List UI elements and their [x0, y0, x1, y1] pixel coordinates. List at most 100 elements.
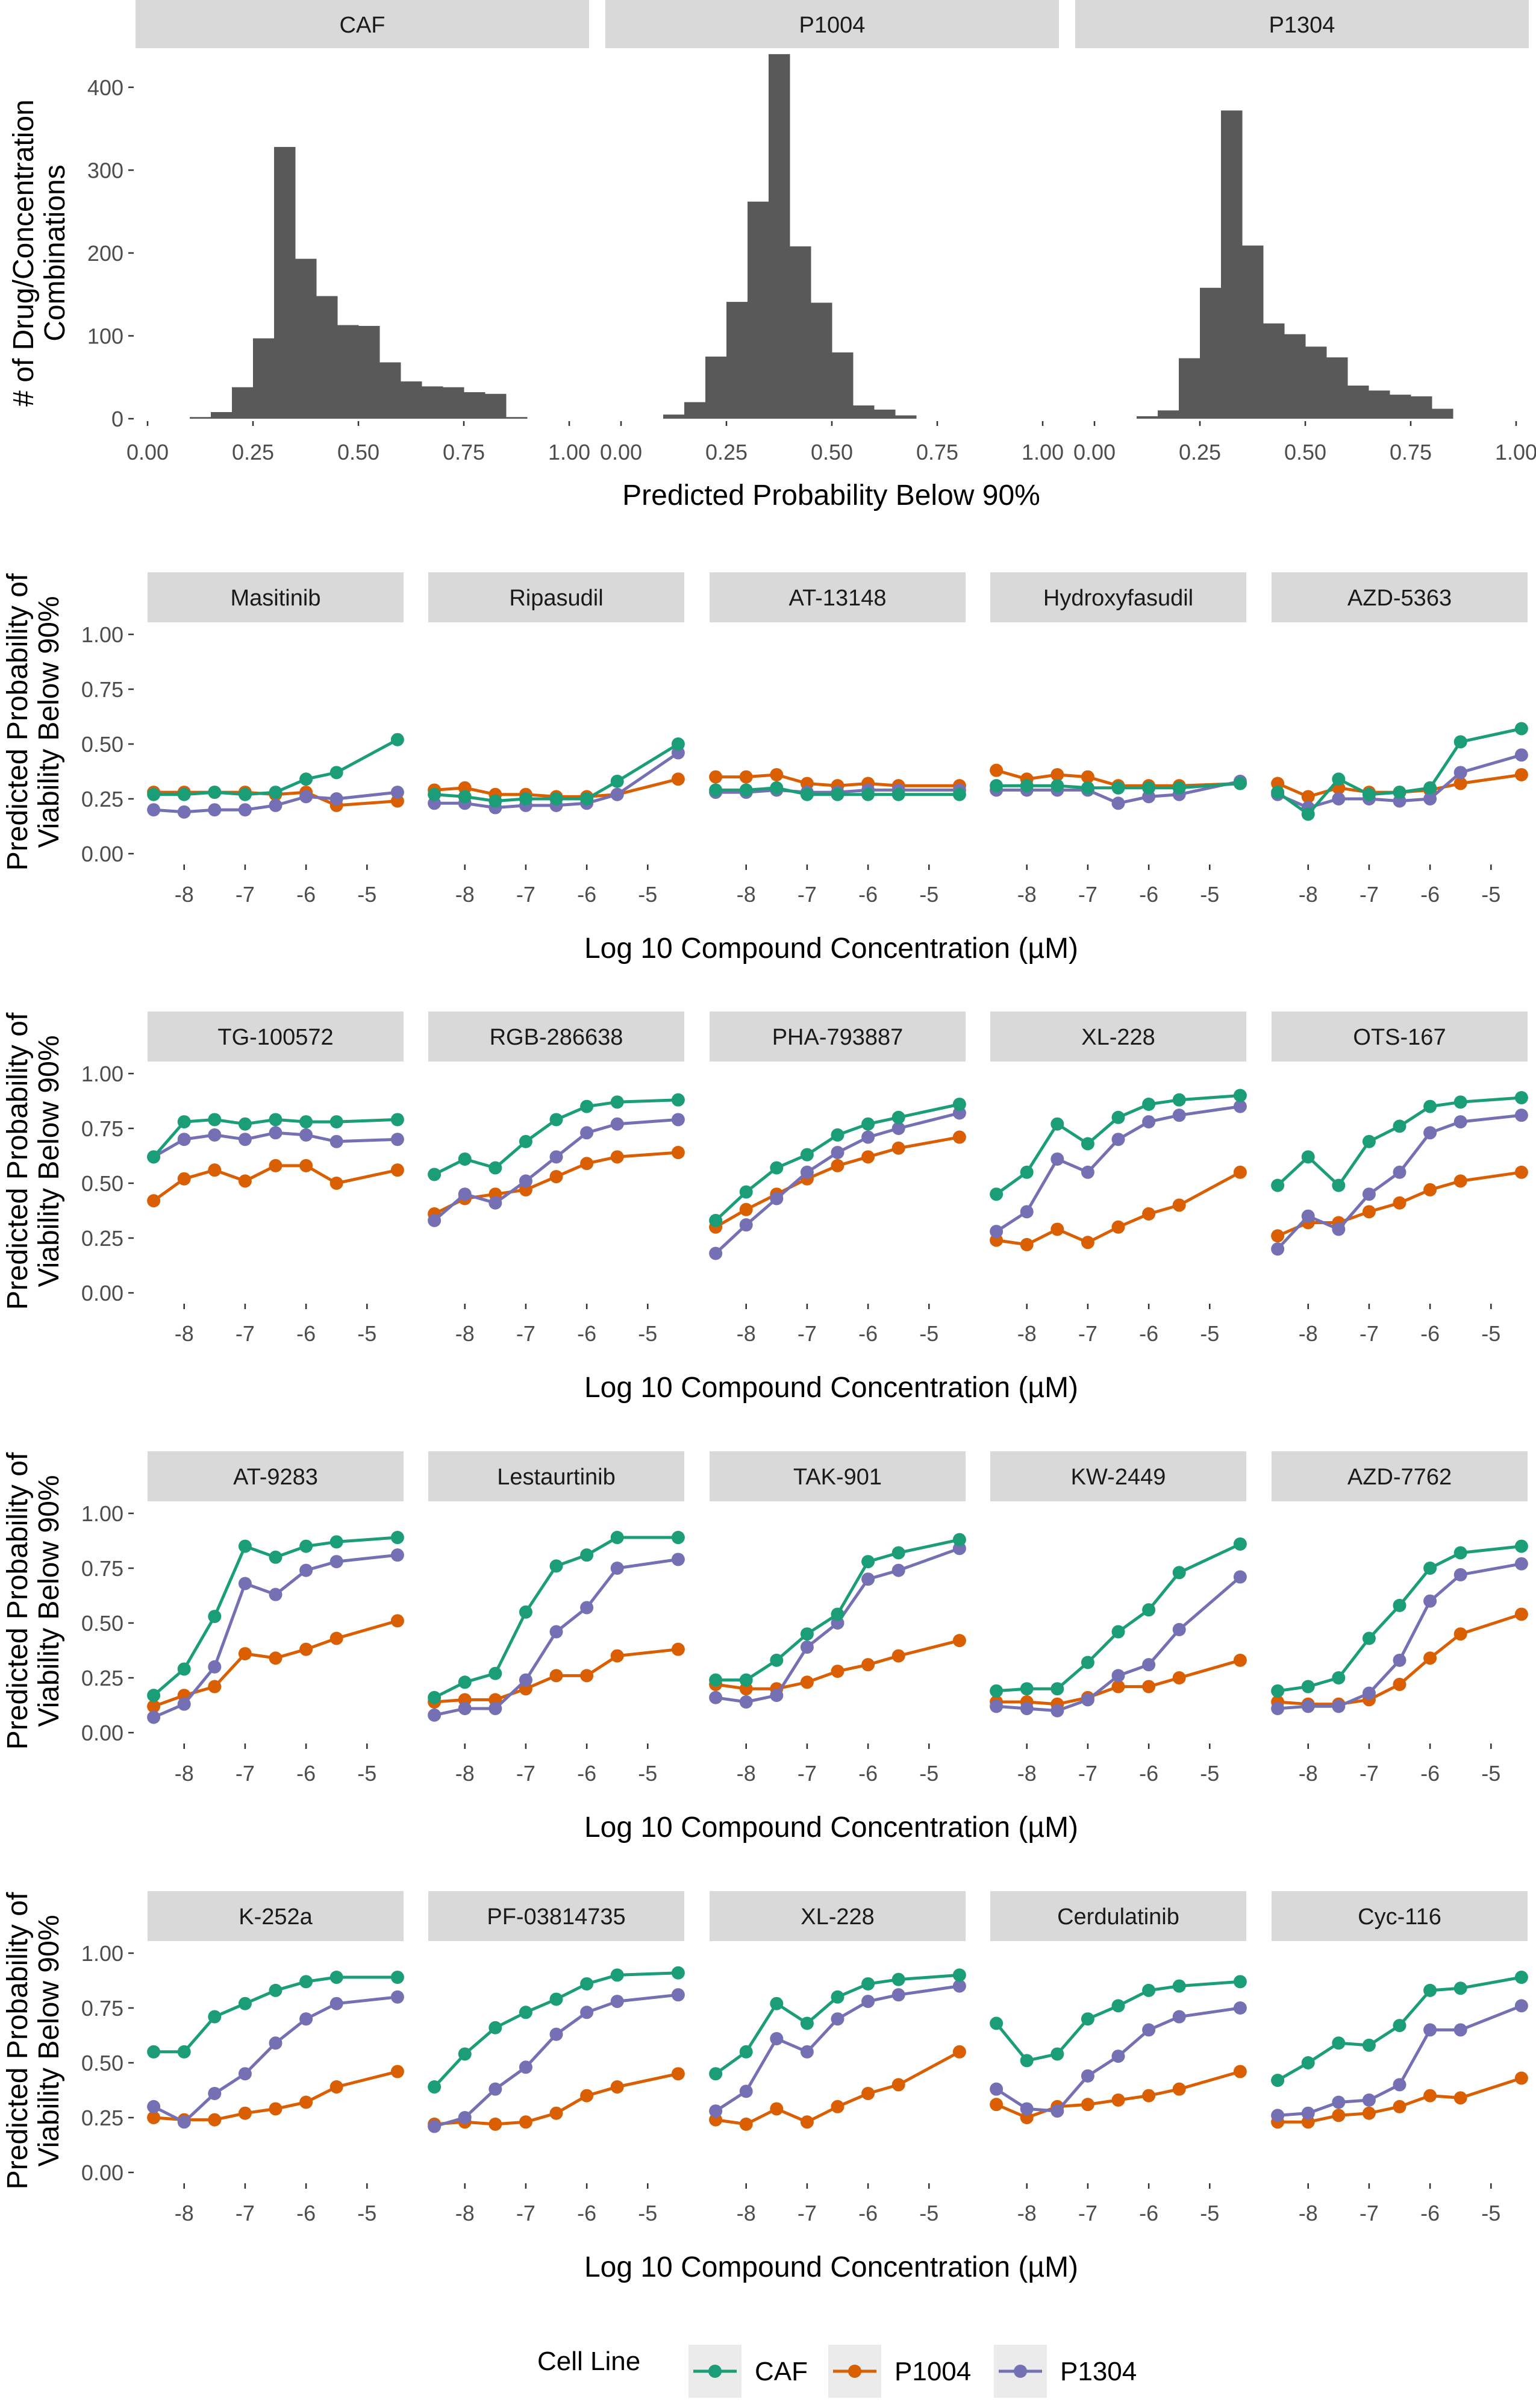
- data-point-p1304: [238, 2067, 252, 2081]
- data-point-p1304: [147, 803, 161, 817]
- x-tick-label: -5: [638, 882, 657, 907]
- data-point-caf: [489, 1666, 502, 1680]
- data-point-p1004: [861, 1150, 875, 1164]
- data-point-caf: [1514, 1091, 1528, 1105]
- data-point-p1304: [1362, 2093, 1376, 2107]
- x-tick-label: -6: [577, 1761, 596, 1786]
- x-tick-label: -7: [1078, 1761, 1097, 1786]
- facet-strip: [428, 1451, 684, 1501]
- histogram-bar: [1432, 408, 1453, 419]
- facet-strip: [428, 572, 684, 622]
- data-point-p1304: [1423, 1594, 1437, 1608]
- data-point-caf: [1051, 1117, 1064, 1131]
- x-tick-label: -5: [1481, 1321, 1500, 1346]
- data-point-p1304: [208, 803, 222, 817]
- line-panel: K-252a -8 -7 -6 -5: [147, 1891, 404, 2225]
- histogram-bar: [464, 392, 485, 419]
- histogram-row: CAF 0.00 0.25 0.50 0.75 1.00 P1004 0.00 0.25 0.50…: [8, 0, 1536, 511]
- data-point-p1304: [208, 1128, 222, 1142]
- data-point-p1304: [861, 1572, 875, 1586]
- data-point-caf: [1423, 781, 1437, 795]
- x-tick-label: -5: [1200, 1321, 1219, 1346]
- data-point-p1004: [549, 2106, 563, 2120]
- data-point-p1004: [671, 1146, 685, 1160]
- data-point-p1004: [1233, 1165, 1247, 1179]
- data-point-p1304: [329, 1555, 343, 1569]
- histogram-bar: [790, 246, 811, 419]
- data-point-p1304: [299, 1128, 313, 1142]
- data-point-p1004: [580, 2089, 594, 2103]
- data-point-caf: [1332, 1671, 1346, 1684]
- facet-strip-label: Ripasudil: [509, 586, 603, 611]
- series-line-caf: [996, 1542, 1241, 1693]
- series-line-p1004: [996, 1171, 1241, 1246]
- histogram-bar: [769, 54, 790, 419]
- data-point-p1004: [238, 1647, 252, 1660]
- data-point-p1004: [1301, 790, 1315, 804]
- data-point-caf: [739, 2045, 753, 2059]
- y-axis-title: Predicted Probability ofViability Below …: [2, 1892, 65, 2189]
- data-point-p1304: [1233, 1099, 1247, 1113]
- data-point-caf: [177, 787, 191, 801]
- histogram-bar: [190, 417, 211, 419]
- data-point-caf: [238, 1997, 252, 2010]
- x-tick-label: 0.25: [232, 440, 274, 464]
- facet-strip: [990, 572, 1246, 622]
- data-point-p1004: [831, 1159, 844, 1172]
- data-point-p1304: [580, 1126, 594, 1140]
- line-panel: KW-2449 -8 -7 -6 -5: [990, 1451, 1247, 1786]
- data-point-caf: [299, 1975, 313, 1989]
- legend-entry-p1304: P1304: [994, 2345, 1137, 2398]
- data-point-p1004: [269, 1159, 283, 1172]
- data-point-caf: [1453, 735, 1467, 749]
- histogram-bar: [811, 302, 832, 419]
- facet-strip-label: XL-228: [1081, 1025, 1155, 1050]
- facet-strip-label: OTS-167: [1353, 1025, 1446, 1050]
- data-point-caf: [770, 1653, 784, 1667]
- data-point-caf: [1271, 2074, 1285, 2087]
- data-point-p1304: [671, 1113, 685, 1127]
- facet-strip: [428, 1012, 684, 1062]
- data-point-p1004: [580, 1157, 594, 1171]
- series-line-caf: [995, 1980, 1241, 2062]
- data-point-p1304: [177, 805, 191, 819]
- histogram-bar: [1284, 334, 1306, 419]
- data-point-caf: [1111, 1110, 1125, 1124]
- data-point-p1304: [519, 2060, 532, 2074]
- x-axis-title: Predicted Probability Below 90%: [622, 480, 1040, 511]
- histogram-bar: [1221, 110, 1243, 419]
- data-point-p1304: [177, 2115, 191, 2129]
- facet-strip: [990, 1891, 1246, 1941]
- data-point-caf: [1081, 1656, 1094, 1669]
- data-point-caf: [610, 1968, 624, 1982]
- data-point-p1004: [1111, 2093, 1125, 2107]
- data-point-p1004: [208, 2113, 222, 2127]
- x-tick-label: -8: [175, 2201, 194, 2225]
- x-tick-label: -7: [1078, 882, 1097, 907]
- facet-strip-label: Masitinib: [231, 586, 321, 611]
- histogram-bar: [895, 415, 917, 419]
- data-point-p1004: [390, 2065, 404, 2078]
- facet-strip-label: PF-03814735: [487, 1904, 625, 1930]
- x-tick-label: -5: [919, 1761, 938, 1786]
- data-point-p1004: [671, 1642, 685, 1656]
- data-point-caf: [1332, 1178, 1346, 1192]
- data-point-caf: [1453, 1981, 1467, 1995]
- data-point-p1004: [891, 1649, 905, 1663]
- data-point-p1304: [671, 1553, 685, 1566]
- x-tick-label: -6: [858, 2201, 878, 2225]
- data-point-p1304: [1142, 2023, 1156, 2037]
- line-panel: TAK-901 -8 -7 -6 -5: [709, 1451, 966, 1786]
- data-point-p1304: [1271, 1701, 1285, 1715]
- data-point-caf: [269, 1983, 283, 1997]
- histogram-bar: [853, 405, 875, 419]
- x-tick-label: -5: [357, 1761, 376, 1786]
- data-point-p1304: [1111, 796, 1125, 810]
- data-point-caf: [390, 1971, 404, 1984]
- x-tick-label: -7: [516, 1321, 535, 1346]
- data-point-caf: [580, 792, 594, 805]
- data-point-caf: [489, 2021, 502, 2034]
- data-point-p1304: [1393, 1653, 1406, 1667]
- data-point-caf: [1111, 781, 1125, 795]
- data-point-caf: [177, 1662, 191, 1676]
